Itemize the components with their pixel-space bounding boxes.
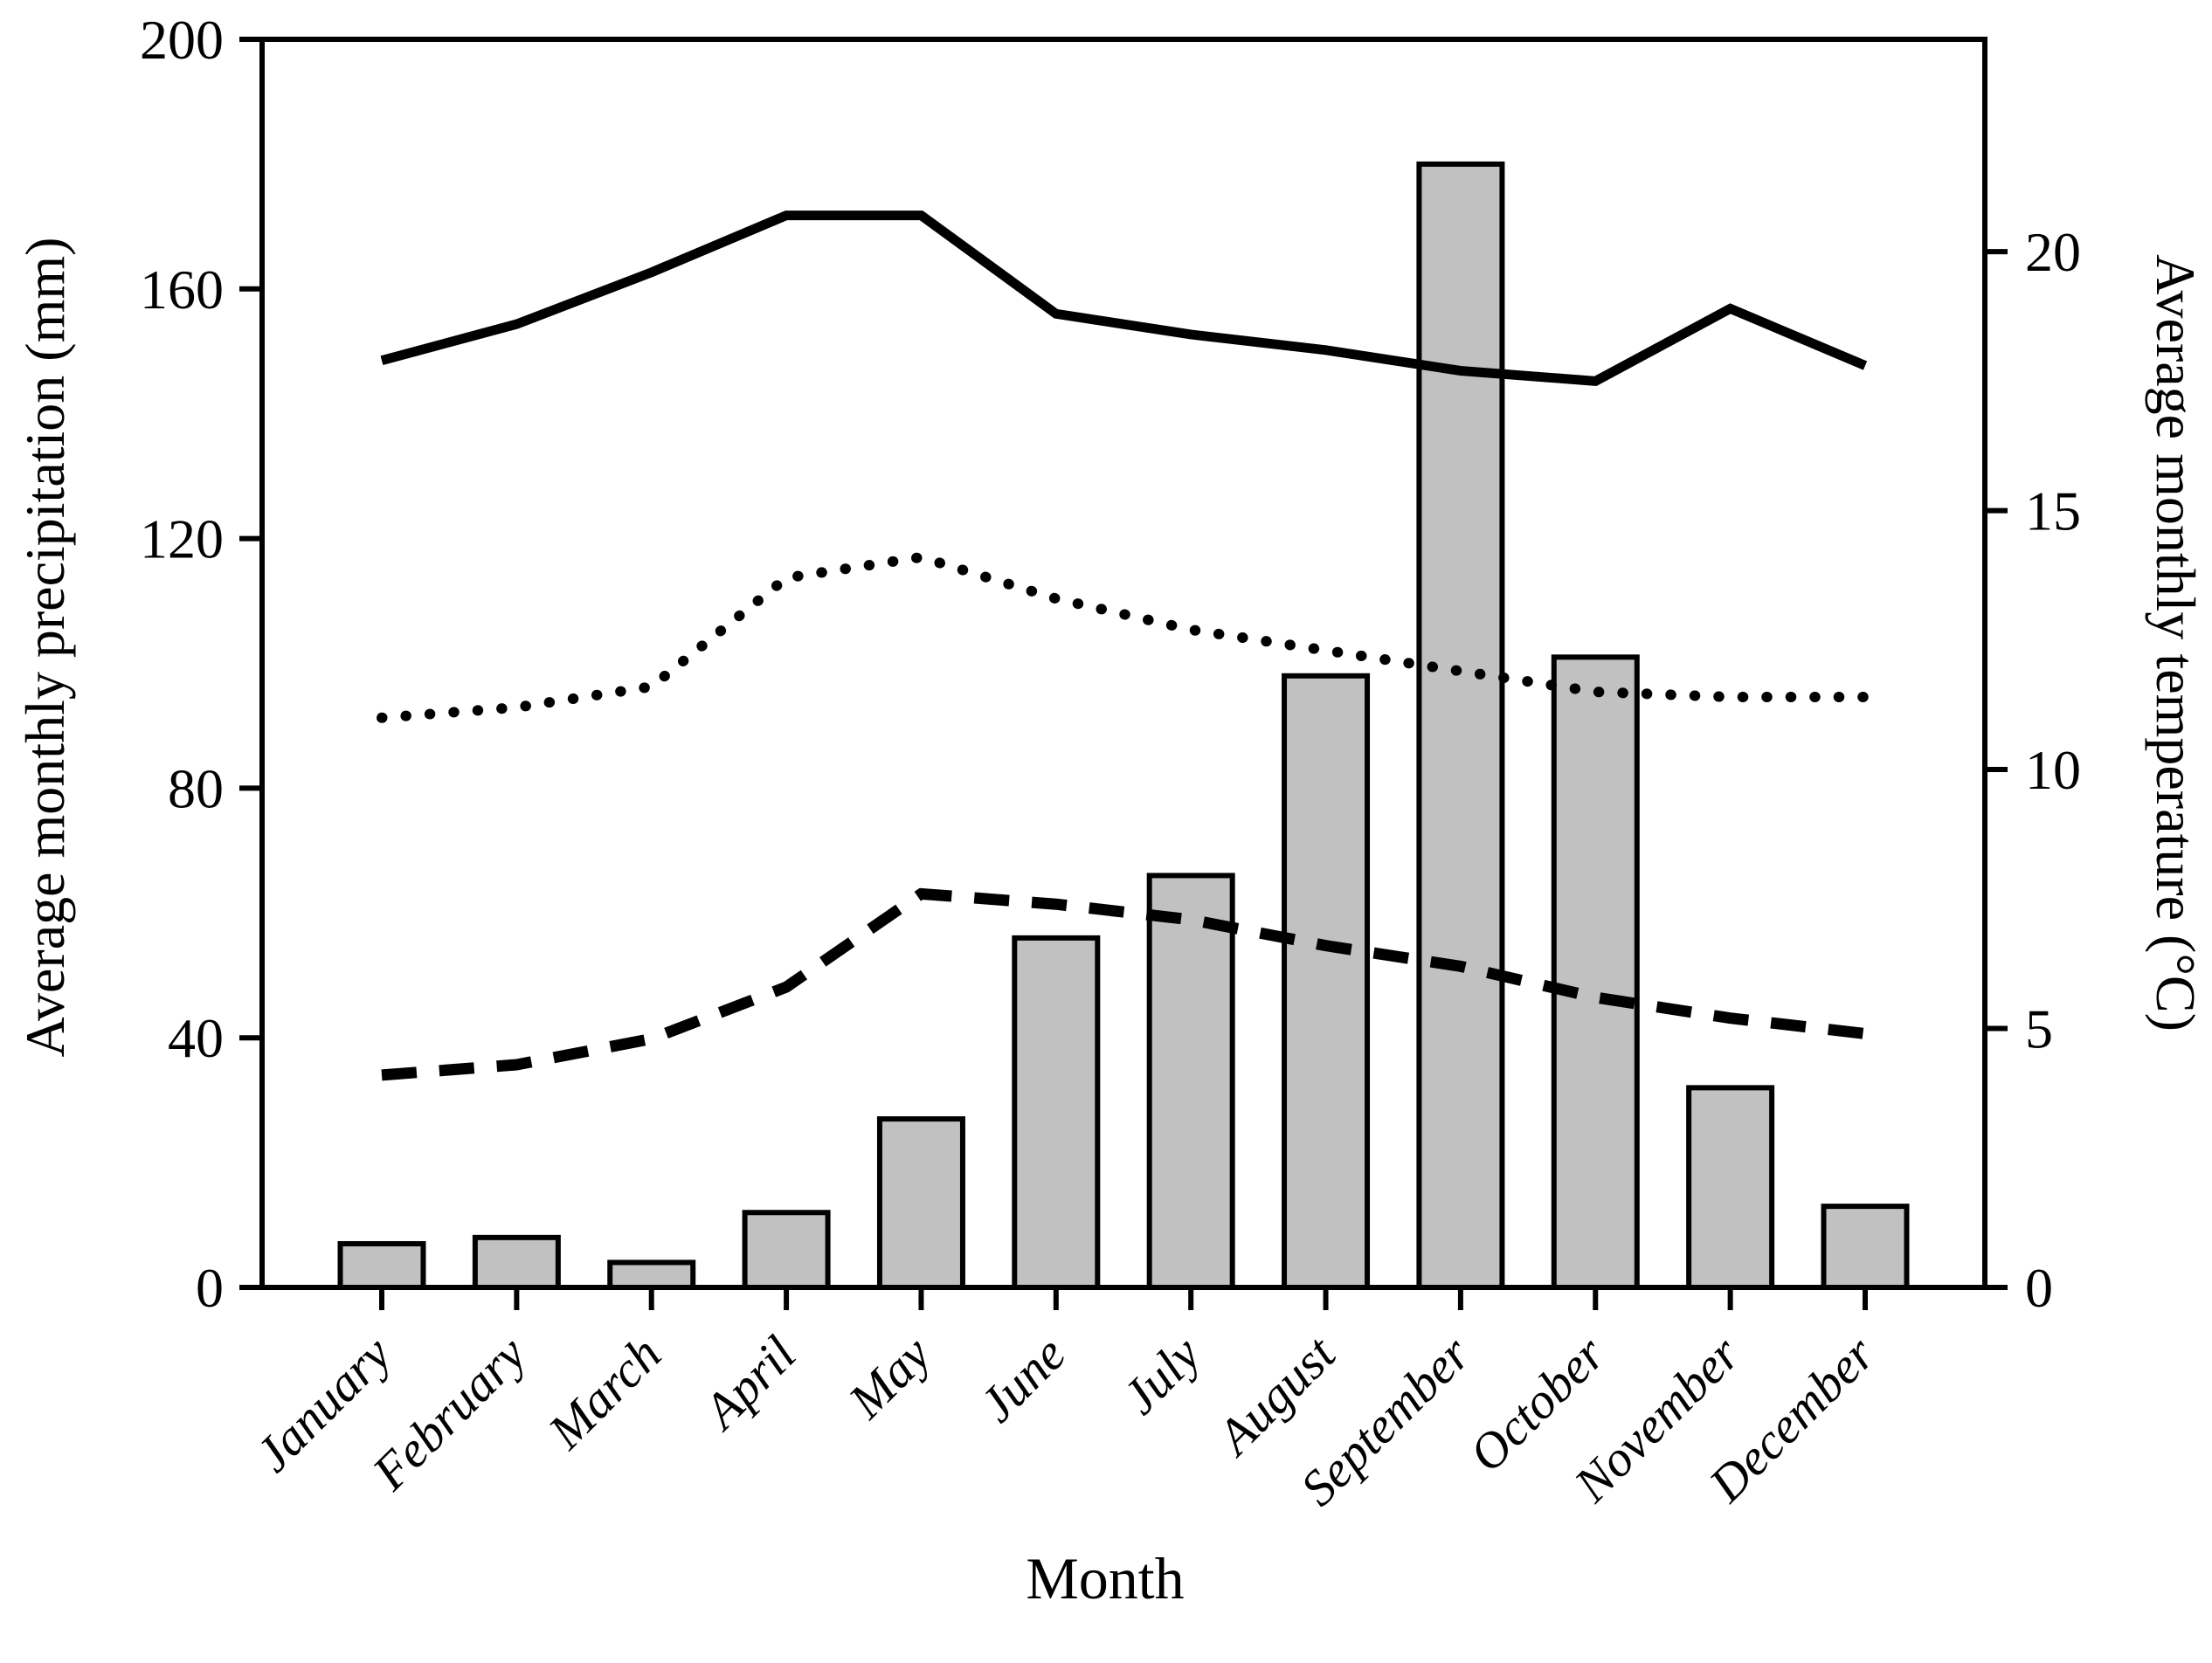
temperature-solid-line xyxy=(380,210,1868,386)
bar-january xyxy=(337,1240,426,1290)
month-label: July xyxy=(1111,1325,1211,1425)
bar-february xyxy=(472,1234,561,1290)
plot-frame xyxy=(259,37,1987,1290)
month-label: April xyxy=(690,1325,806,1441)
bar-october xyxy=(1551,654,1640,1290)
right-axis-tick-label: 10 xyxy=(2025,739,2081,801)
bar-august xyxy=(1282,673,1371,1290)
right-axis-tick-label: 5 xyxy=(2025,998,2053,1060)
month-label: June xyxy=(969,1325,1076,1432)
bar-november xyxy=(1686,1085,1775,1290)
right-axis-tick-label: 20 xyxy=(2025,221,2081,283)
bar-september xyxy=(1416,161,1505,1290)
right-axis-tick-label: 15 xyxy=(2025,480,2081,542)
bar-may xyxy=(876,1116,965,1290)
temperature-dashed-line xyxy=(381,887,1866,1081)
left-axis-tick-label: 0 xyxy=(196,1257,224,1319)
bar-june xyxy=(1012,935,1101,1290)
right-axis-title: Average monthly temperature (°C) xyxy=(2145,254,2207,1032)
left-axis-tick-label: 200 xyxy=(140,9,224,71)
right-axis-tick-label: 0 xyxy=(2025,1257,2053,1319)
bar-april xyxy=(742,1210,831,1291)
x-axis-title: Month xyxy=(1026,1545,1185,1611)
bar-july xyxy=(1146,873,1235,1290)
left-axis-title: Average monthly precipitation (mm) xyxy=(14,237,76,1058)
left-axis-tick-label: 40 xyxy=(168,1007,224,1069)
left-axis-tick-label: 80 xyxy=(168,757,224,819)
left-axis-tick-label: 120 xyxy=(140,508,224,570)
month-label: May xyxy=(837,1325,942,1430)
bar-march xyxy=(607,1259,696,1291)
temperature-dotted-line xyxy=(377,551,1870,723)
bar-december xyxy=(1821,1204,1910,1290)
month-label: March xyxy=(536,1325,671,1459)
left-axis-tick-label: 160 xyxy=(140,259,224,321)
